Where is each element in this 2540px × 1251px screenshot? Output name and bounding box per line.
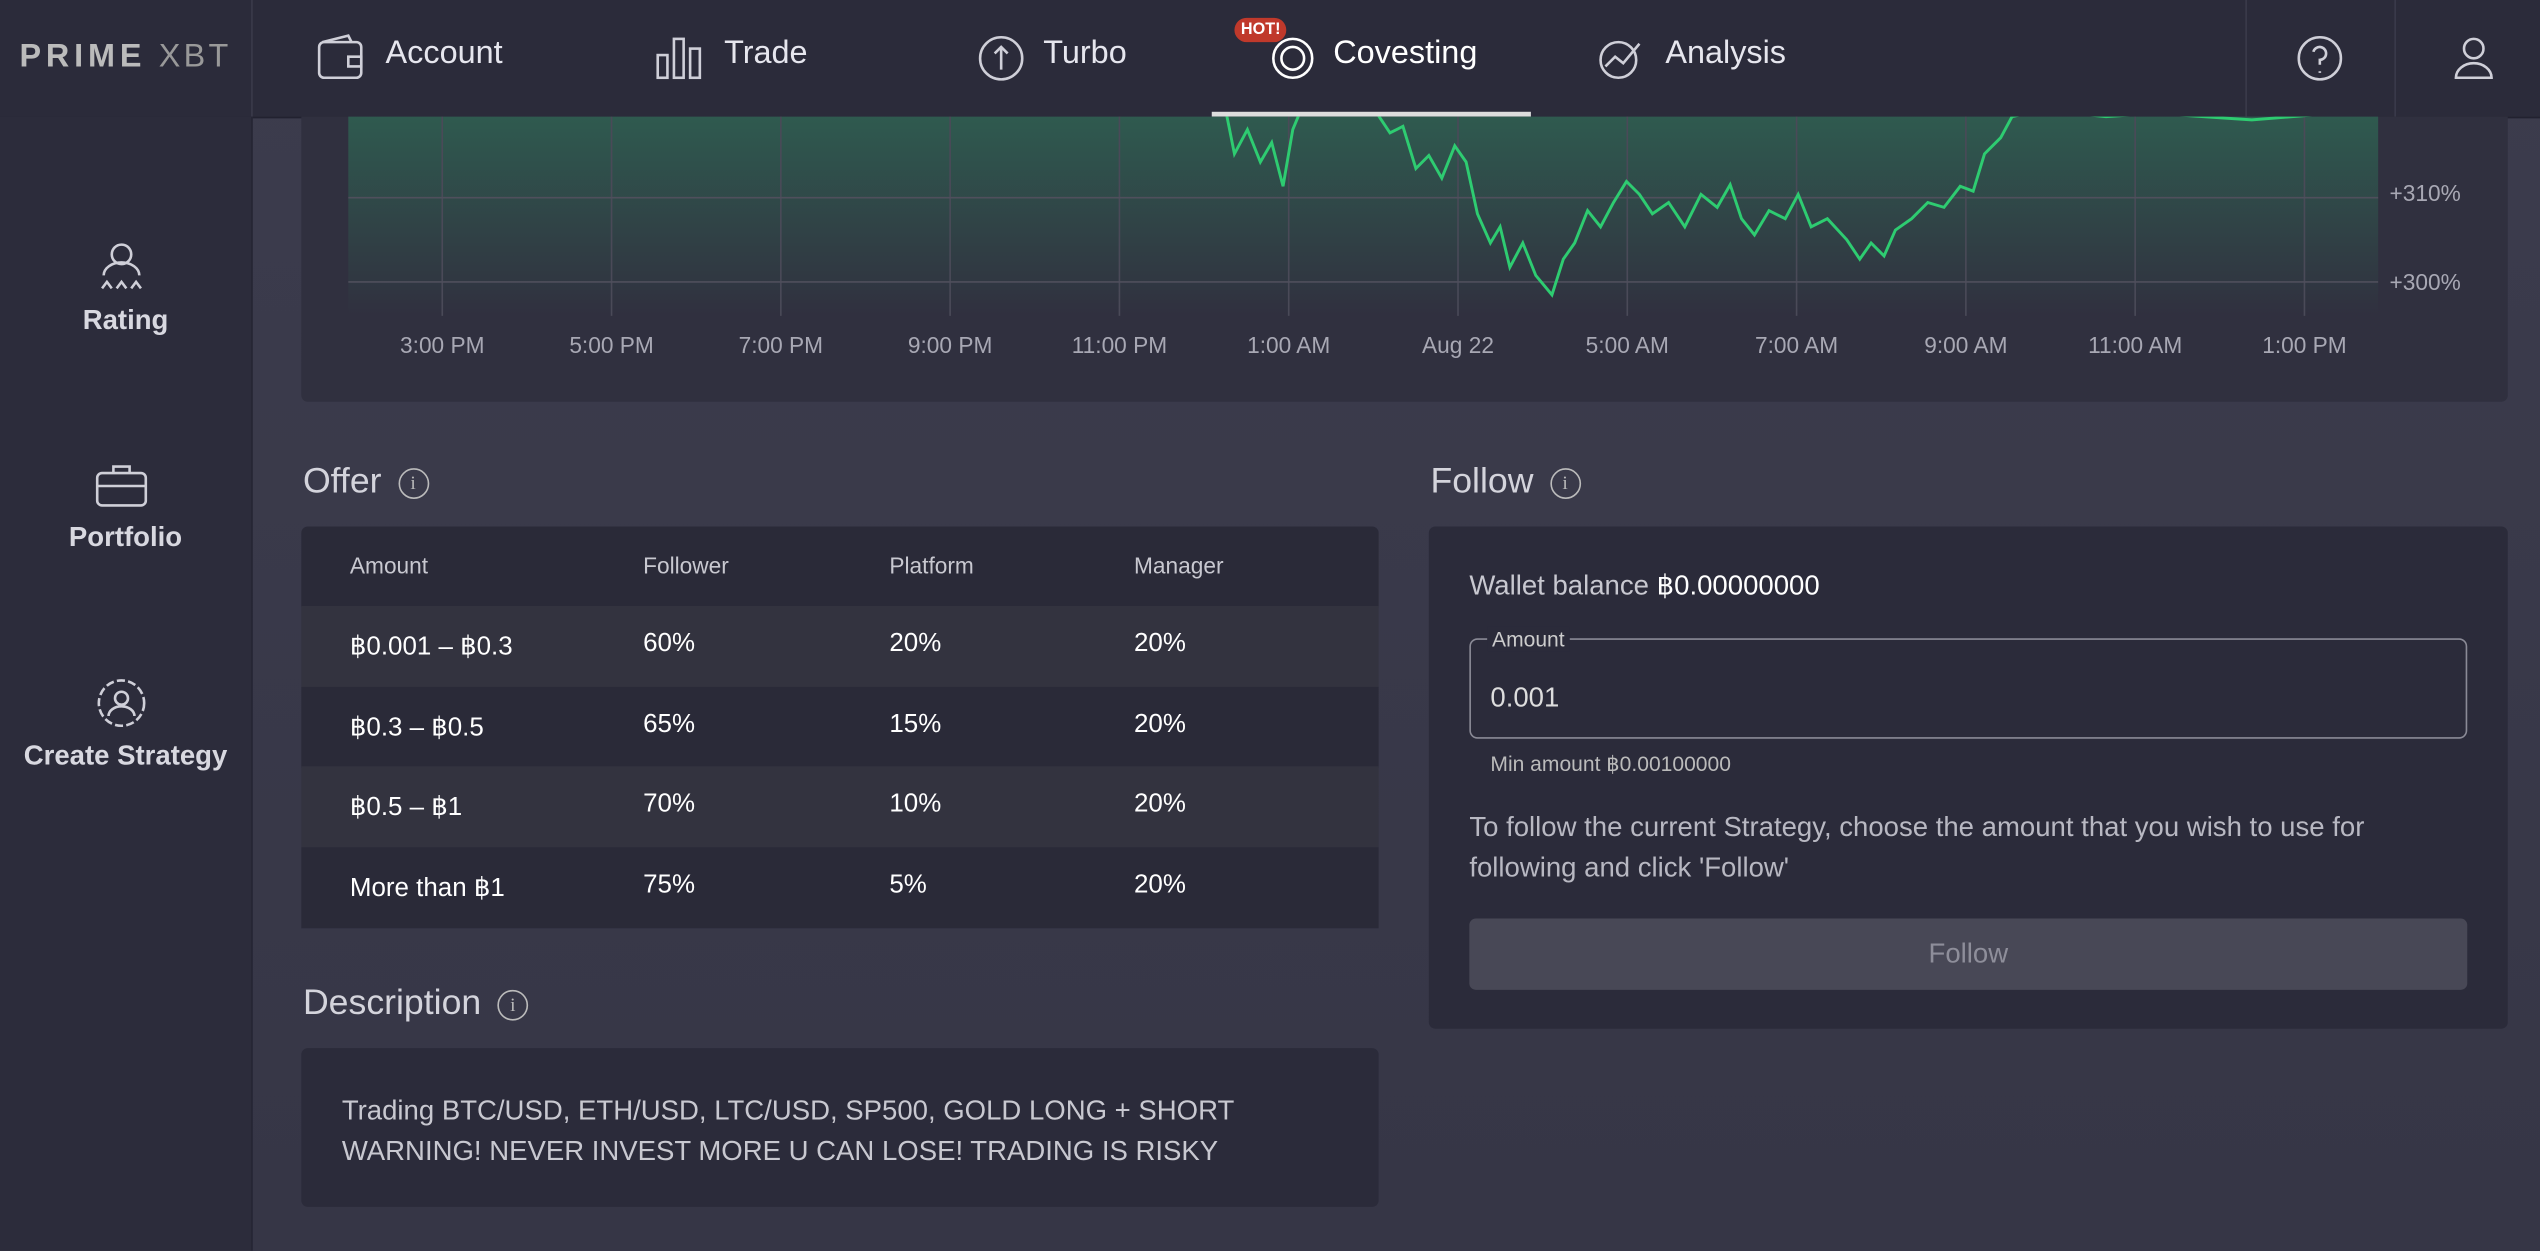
x-axis-label: 7:00 AM xyxy=(1754,332,1839,359)
sidebar-item[interactable]: Rating xyxy=(82,304,169,336)
table-row: More than ฿1 75% 5% 20% xyxy=(301,846,1379,928)
table-header: Amount Follower Platform Manager xyxy=(301,526,1379,608)
amount-label: Amount xyxy=(1487,626,1570,652)
user-icon[interactable] xyxy=(2449,32,2498,84)
description-text: Trading BTC/USD, ETH/USD, LTC/USD, SP500… xyxy=(341,1095,1234,1167)
amount-input[interactable]: Amount 0.001 xyxy=(1469,626,2468,739)
amount-value: 0.001 xyxy=(1490,682,1560,713)
sidebar-item[interactable]: Portfolio xyxy=(68,521,183,553)
logo: PRIME xyxy=(19,38,147,75)
follow-title: Follow xyxy=(1430,460,1534,501)
follow-note: To follow the current Strategy, choose t… xyxy=(1469,811,2365,883)
min-amount: Min amount ฿0.00100000 xyxy=(1490,751,1731,776)
x-axis-label: 11:00 PM xyxy=(1071,332,1168,359)
table-cell: 20% xyxy=(889,630,942,658)
nav-item[interactable]: Turbo xyxy=(1043,35,1127,72)
divider xyxy=(2394,0,2396,117)
x-axis-label: 1:00 PM xyxy=(2262,332,2347,359)
wallet-label: Wallet balance xyxy=(1469,570,1649,602)
x-axis-label: 9:00 PM xyxy=(907,332,993,359)
header-cell: Manager xyxy=(1134,552,1224,579)
trade-icon xyxy=(656,37,702,80)
nav-item[interactable]: Analysis xyxy=(1665,35,1787,72)
table-cell: 10% xyxy=(889,790,942,819)
table-row: ฿0.3 – ฿0.5 65% 15% 20% xyxy=(301,686,1379,768)
table-cell: 20% xyxy=(1134,630,1186,658)
section-title: Follow i xyxy=(1430,460,1581,502)
covesting-icon xyxy=(1272,37,1314,80)
header-cell: Follower xyxy=(643,552,729,579)
active-underline xyxy=(1211,111,1531,117)
x-axis-label: Aug 22 xyxy=(1422,332,1494,359)
rating-icon xyxy=(101,243,142,290)
description-title: Description xyxy=(302,981,482,1023)
table-cell: 60% xyxy=(643,630,696,658)
chart-line xyxy=(1225,116,2311,298)
x-axis-label: 11:00 AM xyxy=(2088,332,2183,359)
table-row: ฿0.5 – ฿1 70% 10% 20% xyxy=(301,766,1379,848)
hot-badge: HOT! xyxy=(1234,17,1288,43)
description-box: Trading BTC/USD, ETH/USD, LTC/USD, SP500… xyxy=(301,1048,1379,1207)
account-icon xyxy=(317,34,363,80)
strategy-icon xyxy=(97,679,146,728)
section-title: Description i xyxy=(302,981,529,1024)
sidebar: Rating Portfolio Create Strategy xyxy=(0,116,253,1251)
nav-item[interactable]: Trade xyxy=(724,35,808,72)
offer-title: Offer xyxy=(302,460,382,501)
table-cell: More than ฿1 xyxy=(349,873,505,902)
section-title: Offer i xyxy=(303,460,429,502)
portfolio-icon xyxy=(95,465,148,507)
turbo-icon xyxy=(978,35,1024,81)
wallet-value: ฿0.00000000 xyxy=(1656,570,1820,602)
sidebar-item[interactable]: Create Strategy xyxy=(23,740,228,772)
info-icon[interactable]: i xyxy=(497,989,529,1021)
x-axis-label: 5:00 PM xyxy=(569,332,654,359)
chart: +310% +300% xyxy=(348,116,2461,316)
info-icon[interactable]: i xyxy=(1549,467,1581,499)
table-cell: ฿0.001 – ฿0.3 xyxy=(349,633,513,661)
header-cell: Amount xyxy=(349,552,429,579)
table-row: ฿0.001 – ฿0.3 60% 20% 20% xyxy=(301,605,1379,687)
help-icon[interactable] xyxy=(2294,32,2346,84)
logo-area: PRIME XBT xyxy=(0,0,253,117)
top-bar: PRIME XBT Account Trade Turbo HOT! Coves… xyxy=(0,0,2540,119)
table-cell: 65% xyxy=(643,710,696,738)
table-cell: 15% xyxy=(889,710,942,738)
y-axis-label: +310% xyxy=(2390,180,2461,206)
logo-suffix: XBT xyxy=(158,38,232,75)
x-axis-label: 3:00 PM xyxy=(400,332,485,359)
chart-area xyxy=(348,116,2379,316)
table-cell: 20% xyxy=(1134,790,1186,819)
y-axis-label: +300% xyxy=(2390,269,2461,295)
table-cell: 75% xyxy=(643,870,696,899)
info-icon[interactable]: i xyxy=(397,467,429,499)
table-cell: 20% xyxy=(1134,870,1186,899)
table-cell: 20% xyxy=(1134,710,1186,738)
x-axis-label: 7:00 PM xyxy=(738,332,824,359)
wallet-row: Wallet balance ฿0.00000000 xyxy=(1469,570,1819,602)
x-axis-label: 9:00 AM xyxy=(1924,332,2008,359)
x-axis-label: 5:00 AM xyxy=(1585,332,1669,359)
nav-item[interactable]: Account xyxy=(385,35,503,72)
table-cell: ฿0.5 – ฿1 xyxy=(349,793,463,822)
table-cell: 70% xyxy=(643,790,696,819)
nav-item[interactable]: Covesting xyxy=(1333,35,1478,72)
follow-button[interactable]: Follow xyxy=(1469,918,2468,990)
x-axis-label: 1:00 AM xyxy=(1247,332,1331,359)
analysis-icon xyxy=(1599,40,1641,80)
table-cell: 5% xyxy=(889,870,927,899)
table-cell: ฿0.3 – ฿0.5 xyxy=(349,713,484,742)
header-cell: Platform xyxy=(889,552,974,579)
follow-panel: Wallet balance ฿0.00000000 Amount 0.001 … xyxy=(1428,526,2508,1029)
divider xyxy=(2245,0,2247,117)
